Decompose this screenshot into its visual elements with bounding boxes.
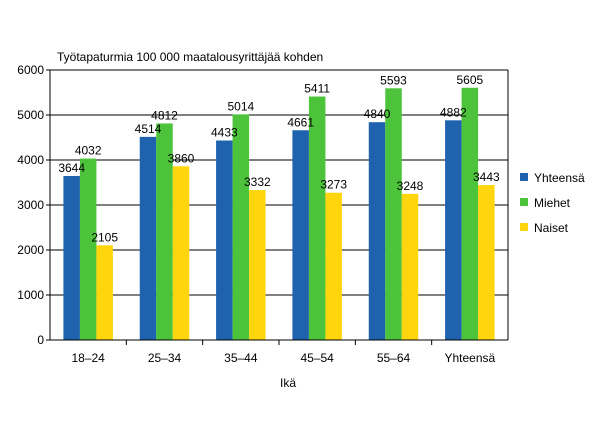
data-label: 4840 [364,107,391,121]
bar-naiset [96,245,113,340]
y-tick-label: 6000 [17,63,44,77]
data-label: 3644 [58,161,85,175]
bar-naiset [172,166,190,340]
data-label: 5014 [227,99,254,113]
axes: 0 1000 2000 3000 4000 5000 6000 18–24 25–34 35–44… [17,63,509,365]
legend-label: Yhteensä [534,171,585,185]
bar-yhteensä [139,136,157,340]
data-label: 3860 [168,151,195,165]
bar-naiset [325,192,342,340]
data-label: 4032 [75,144,102,158]
bar-miehet [79,158,97,340]
chart-title: Työtapaturmia 100 000 maatalousyrittäjää… [57,50,323,64]
bar-naiset [401,193,419,340]
data-label: 4433 [211,126,238,140]
legend-swatch [520,198,528,206]
legend-label: Miehet [534,196,571,210]
legend-swatch [520,223,528,231]
bar-naiset [249,190,266,340]
data-label: 5411 [304,82,330,96]
legend: Yhteensä Miehet Naiset [520,171,585,235]
y-tick-label: 4000 [17,153,44,167]
bar-miehet [156,123,173,341]
bar-naiset [478,185,495,340]
x-tick-label: 45–54 [300,351,334,365]
data-label: 4661 [287,115,314,129]
y-tick-label: 2000 [17,243,44,257]
data-label: 3443 [473,170,500,184]
y-tick-label: 0 [37,333,44,347]
y-tick-label: 5000 [17,108,44,122]
bar-miehet [461,87,479,341]
bar-yhteensä [216,140,233,340]
bar-miehet [308,96,326,340]
x-tick-label: Yhteensä [444,351,495,365]
bars [63,87,495,341]
data-label: 3332 [244,175,271,189]
x-tick-label: 25–34 [148,351,182,365]
bar-miehet [385,88,402,340]
legend-label: Naiset [534,221,569,235]
gridlines [50,69,508,296]
x-tick-label: 18–24 [71,351,105,365]
bar-yhteensä [63,176,80,340]
data-label: 4812 [151,108,178,122]
bar-yhteensä [368,122,386,340]
data-label: 2105 [91,230,118,244]
data-label: 3273 [320,178,347,192]
data-label: 5605 [456,73,483,87]
bar-miehet [232,114,250,341]
y-tick-label: 3000 [17,198,44,212]
y-tick-label: 1000 [17,288,44,302]
data-label: 3248 [397,179,424,193]
legend-swatch [520,173,528,181]
data-label: 4514 [135,122,162,136]
x-axis-label: Ikä [280,376,296,390]
bar-yhteensä [292,130,309,340]
data-label: 5593 [380,73,407,87]
bar-yhteensä [445,120,462,340]
x-tick-label: 55–64 [377,351,411,365]
data-label: 4882 [440,105,467,119]
x-tick-label: 35–44 [224,351,258,365]
